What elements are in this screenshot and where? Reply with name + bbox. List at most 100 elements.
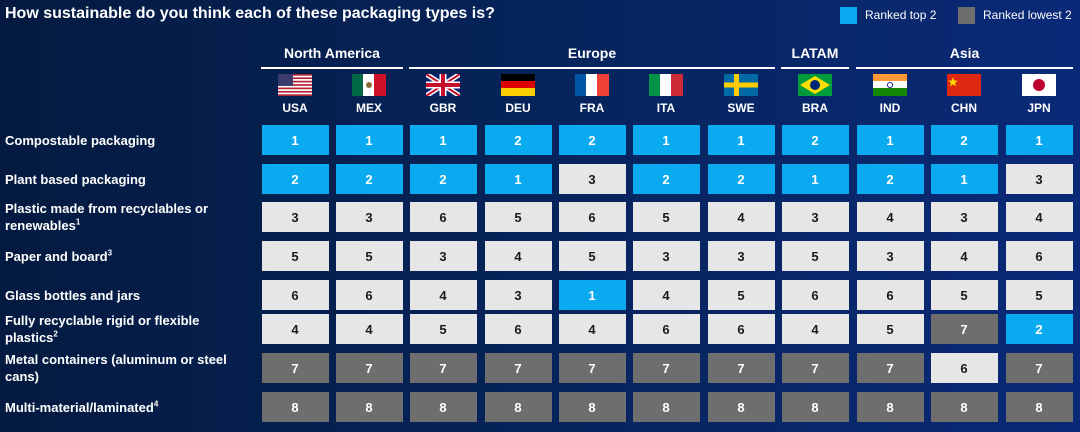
region-header: LATAM <box>791 45 839 61</box>
rank-cell: 1 <box>632 125 700 155</box>
rank-cell: 4 <box>261 314 329 344</box>
rank-cell: 8 <box>261 392 329 422</box>
rank-cell: 1 <box>409 125 477 155</box>
country-code: MEX <box>355 101 382 115</box>
rank-cell: 2 <box>930 125 998 155</box>
rank-cell: 4 <box>484 241 552 271</box>
region-divider <box>781 67 849 69</box>
rank-cell: 6 <box>261 280 329 310</box>
legend-swatch-lowest2 <box>958 6 975 24</box>
rank-cell: 5 <box>558 241 626 271</box>
rank-cell: 4 <box>930 241 998 271</box>
rank-cell: 2 <box>484 125 552 155</box>
legend-label-top2: Ranked top 2 <box>865 8 937 22</box>
rank-cell: 1 <box>856 125 924 155</box>
rank-cell: 3 <box>632 241 700 271</box>
fra-flag-icon <box>575 74 609 96</box>
rank-cell: 1 <box>707 125 775 155</box>
rank-cell: 3 <box>409 241 477 271</box>
rank-cell: 7 <box>261 353 329 383</box>
rank-cell: 7 <box>558 353 626 383</box>
rank-cell: 1 <box>558 280 626 310</box>
rank-cell: 5 <box>335 241 403 271</box>
rank-cell: 6 <box>707 314 775 344</box>
rank-cell: 6 <box>930 353 998 383</box>
rank-cell: 4 <box>335 314 403 344</box>
rank-cell: 8 <box>707 392 775 422</box>
rank-cell: 1 <box>484 164 552 194</box>
legend-swatch-top2 <box>840 6 857 24</box>
rank-cell: 2 <box>261 164 329 194</box>
rank-cell: 8 <box>409 392 477 422</box>
deu-flag-icon <box>501 74 535 96</box>
legend-top2: Ranked top 2 <box>840 5 936 25</box>
rank-cell: 6 <box>1005 241 1073 271</box>
country-code: CHN <box>951 101 977 115</box>
rank-cell: 7 <box>484 353 552 383</box>
rank-cell: 6 <box>781 280 849 310</box>
rank-cell: 7 <box>930 314 998 344</box>
rank-cell: 7 <box>632 353 700 383</box>
rank-cell: 4 <box>781 314 849 344</box>
rank-cell: 2 <box>856 164 924 194</box>
rank-cell: 1 <box>781 164 849 194</box>
gbr-flag-icon <box>426 74 460 96</box>
legend-label-lowest2: Ranked lowest 2 <box>983 8 1072 22</box>
rank-cell: 1 <box>1005 125 1073 155</box>
rank-cell: 5 <box>261 241 329 271</box>
mex-flag-icon <box>352 74 386 96</box>
row-label: Metal containers (aluminum or steel cans… <box>5 352 227 384</box>
rank-cell: 6 <box>558 202 626 232</box>
legend-lowest2: Ranked lowest 2 <box>958 5 1072 25</box>
rank-cell: 3 <box>856 241 924 271</box>
row-label: Plastic made from recyclables or renewab… <box>5 201 209 233</box>
rank-cell: 8 <box>484 392 552 422</box>
rank-cell: 7 <box>856 353 924 383</box>
jpn-flag-icon <box>1022 74 1056 96</box>
region-header: Europe <box>567 45 617 61</box>
rank-cell: 4 <box>558 314 626 344</box>
rank-cell: 2 <box>335 164 403 194</box>
country-code: GBR <box>429 101 457 115</box>
rank-cell: 1 <box>261 125 329 155</box>
rank-cell: 8 <box>558 392 626 422</box>
rank-cell: 7 <box>335 353 403 383</box>
rank-cell: 8 <box>930 392 998 422</box>
row-label: Paper and board3 <box>5 248 113 264</box>
ind-flag-icon <box>873 74 907 96</box>
rank-cell: 6 <box>335 280 403 310</box>
rank-cell: 5 <box>409 314 477 344</box>
row-label: Plant based packaging <box>5 171 146 187</box>
rank-cell: 5 <box>484 202 552 232</box>
rank-cell: 5 <box>632 202 700 232</box>
rank-cell: 8 <box>335 392 403 422</box>
rank-cell: 3 <box>335 202 403 232</box>
usa-flag-icon <box>278 74 312 96</box>
row-label: Fully recyclable rigid or flexible plast… <box>5 313 200 345</box>
region-divider <box>409 67 775 69</box>
country-code: SWE <box>727 101 755 115</box>
rank-cell: 2 <box>632 164 700 194</box>
rank-cell: 5 <box>856 314 924 344</box>
rank-cell: 4 <box>707 202 775 232</box>
country-code: ITA <box>656 101 676 115</box>
rank-cell: 5 <box>1005 280 1073 310</box>
chart-title: How sustainable do you think each of the… <box>5 5 495 22</box>
rank-cell: 2 <box>409 164 477 194</box>
region-header: Asia <box>949 45 980 61</box>
chn-flag-icon <box>947 74 981 96</box>
bra-flag-icon <box>798 74 832 96</box>
rank-cell: 1 <box>335 125 403 155</box>
rank-cell: 7 <box>707 353 775 383</box>
row-label: Compostable packaging <box>5 132 156 148</box>
rank-cell: 3 <box>930 202 998 232</box>
rank-cell: 5 <box>781 241 849 271</box>
region-divider <box>261 67 403 69</box>
country-code: FRA <box>579 101 605 115</box>
rank-cell: 3 <box>781 202 849 232</box>
rank-cell: 8 <box>1005 392 1073 422</box>
region-header: North America <box>284 45 380 61</box>
rank-cell: 6 <box>632 314 700 344</box>
rank-cell: 6 <box>856 280 924 310</box>
rank-cell: 3 <box>707 241 775 271</box>
